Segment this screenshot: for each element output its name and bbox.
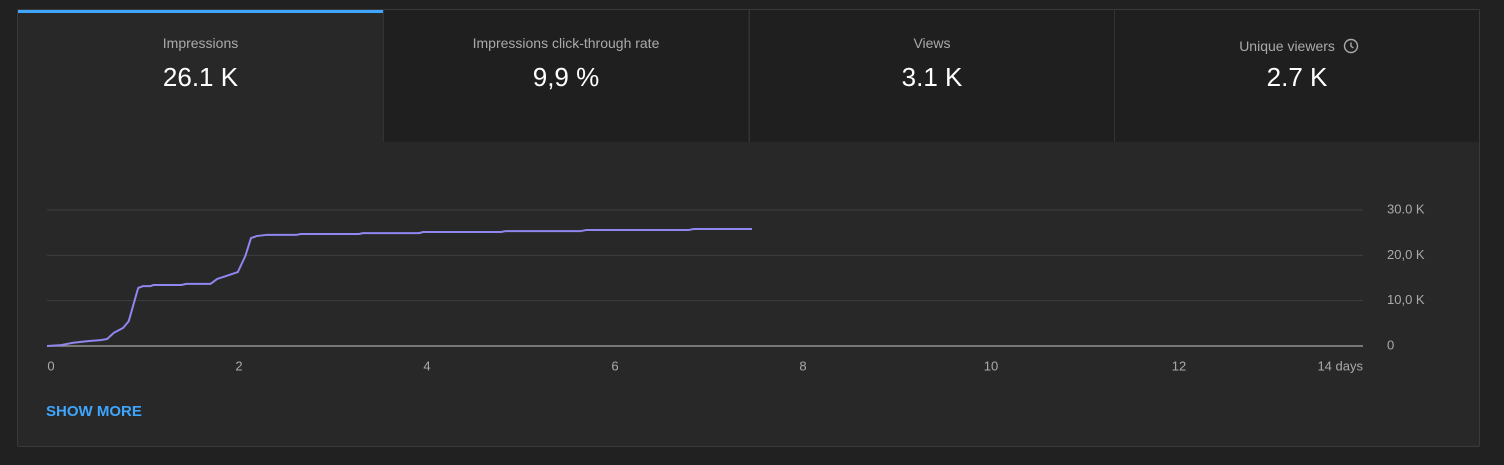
- chart: 0 10,0 K 20,0 K 30.0 K 0 2 4 6 8 10 12 14 days: [46, 201, 1425, 373]
- tab-value: 26.1 K: [162, 62, 239, 92]
- tab-label: Unique viewers: [1115, 35, 1479, 54]
- tab-label-text: Unique viewers: [1239, 38, 1335, 54]
- y-tick-label: 20,0 K: [1387, 247, 1425, 262]
- tab-value: 2.7 K: [1266, 62, 1328, 92]
- y-tick-label: 0: [1387, 337, 1394, 352]
- y-tick-label: 10,0 K: [1387, 292, 1425, 307]
- x-tick-label: 2: [235, 358, 242, 373]
- tab[interactable]: Impressions 26.1 K: [18, 10, 383, 142]
- y-tick-label: 30.0 K: [1387, 201, 1425, 216]
- tab-value: 9,9 %: [532, 62, 600, 92]
- x-tick-label: 0: [47, 358, 54, 373]
- tab[interactable]: Unique viewers 2.7 K: [1114, 10, 1479, 142]
- x-tick-label: 8: [799, 358, 806, 373]
- tab-label: Views: [913, 35, 951, 51]
- x-tick-label: 10: [984, 358, 998, 373]
- tab[interactable]: Views 3.1 K: [749, 10, 1114, 142]
- x-tick-label: 12: [1172, 358, 1186, 373]
- analytics-card: 0 10,0 K 20,0 K 30.0 K 0 2 4 6 8 10 12 14 days Impr…: [17, 9, 1480, 447]
- tab[interactable]: Impressions click-through rate 9,9 %: [383, 10, 748, 142]
- x-tick-label: 14 days: [1317, 358, 1363, 373]
- tab-label: Impressions: [162, 35, 239, 51]
- line-series: [46, 228, 752, 347]
- x-tick-label: 4: [423, 358, 430, 373]
- tab-label: Impressions click-through rate: [472, 35, 660, 51]
- x-tick-label: 6: [611, 358, 618, 373]
- tab-value: 3.1 K: [901, 62, 963, 92]
- clock-icon: [1343, 38, 1358, 54]
- show-more-link[interactable]: SHOW MORE: [46, 403, 142, 420]
